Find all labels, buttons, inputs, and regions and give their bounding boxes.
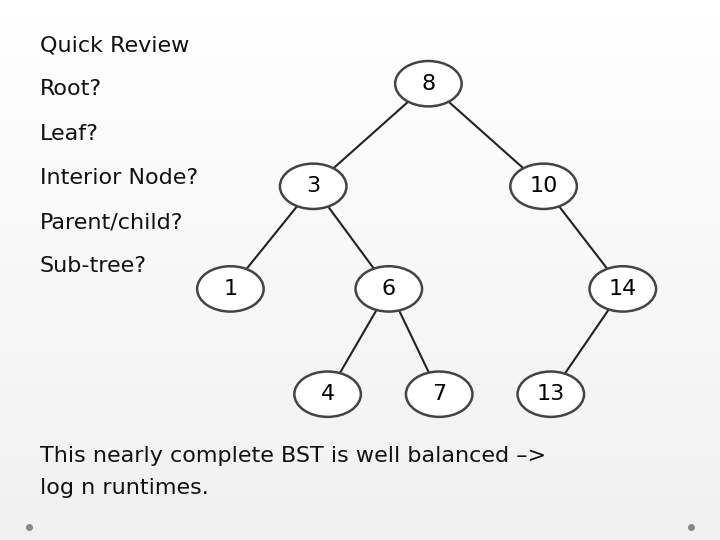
Text: Parent/child?: Parent/child? [40,212,183,232]
Text: Root?: Root? [40,79,102,99]
Text: Sub-tree?: Sub-tree? [40,256,147,276]
Ellipse shape [280,164,346,209]
Ellipse shape [197,266,264,312]
Ellipse shape [518,372,584,417]
Ellipse shape [294,372,361,417]
Ellipse shape [395,61,462,106]
Text: Quick Review: Quick Review [40,35,189,55]
Text: 3: 3 [306,176,320,197]
Text: 8: 8 [421,73,436,94]
Text: 7: 7 [432,384,446,404]
Text: 1: 1 [223,279,238,299]
Text: 14: 14 [608,279,637,299]
Ellipse shape [510,164,577,209]
Text: 13: 13 [536,384,565,404]
Text: This nearly complete BST is well balanced –>: This nearly complete BST is well balance… [40,446,546,465]
Ellipse shape [406,372,472,417]
Ellipse shape [356,266,422,312]
Text: log n runtimes.: log n runtimes. [40,478,208,498]
Text: 10: 10 [529,176,558,197]
Text: Interior Node?: Interior Node? [40,168,198,188]
Ellipse shape [590,266,656,312]
Text: 4: 4 [320,384,335,404]
Text: 6: 6 [382,279,396,299]
Text: Leaf?: Leaf? [40,124,99,144]
